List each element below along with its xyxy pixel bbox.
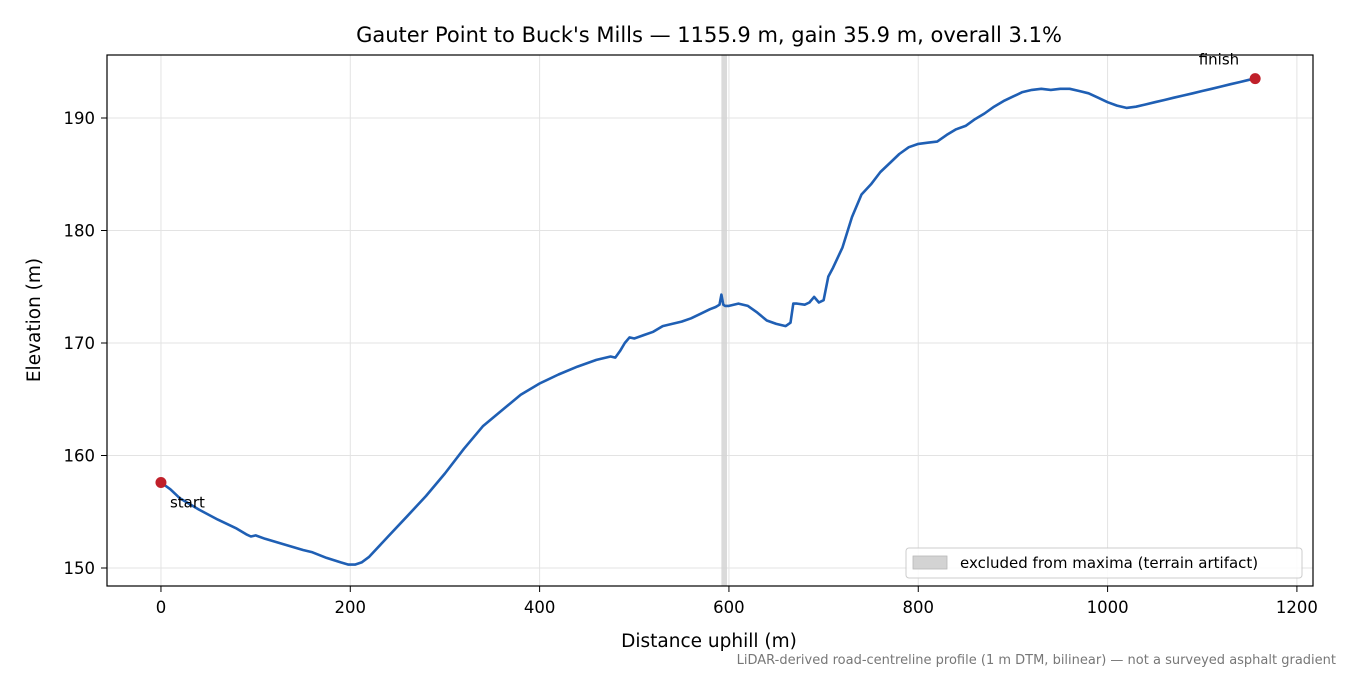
finish-marker bbox=[1249, 73, 1261, 85]
axis-ticks: 0 200 400 600 800 1000 1200 150 160 170 180 190 bbox=[64, 109, 1318, 617]
excluded-band bbox=[721, 55, 728, 586]
x-tick-label: 400 bbox=[524, 598, 556, 617]
elevation-line bbox=[159, 77, 1257, 566]
y-tick-label: 160 bbox=[64, 447, 96, 466]
footnote: LiDAR-derived road-centreline profile (1… bbox=[737, 653, 1336, 668]
y-tick-label: 170 bbox=[64, 334, 96, 353]
start-label: start bbox=[170, 494, 205, 512]
start-marker bbox=[155, 477, 167, 488]
x-tick-label: 600 bbox=[713, 598, 745, 617]
legend-box bbox=[905, 547, 1303, 579]
y-axis-label: Elevation (m) bbox=[24, 258, 45, 382]
finish-label: finish bbox=[1199, 51, 1239, 69]
legend-swatch bbox=[912, 555, 948, 570]
legend: excluded from maxima (terrain artifact) bbox=[905, 547, 1303, 579]
annotation-layer: start finish bbox=[155, 51, 1261, 512]
x-tick-label: 0 bbox=[156, 598, 167, 617]
y-tick-label: 190 bbox=[64, 109, 96, 128]
chart-title: Gauter Point to Buck's Mills — 1155.9 m,… bbox=[356, 23, 1062, 47]
x-axis-label: Distance uphill (m) bbox=[621, 631, 797, 652]
x-tick-label: 1200 bbox=[1276, 598, 1318, 617]
gridlines bbox=[107, 55, 1313, 586]
y-tick-label: 180 bbox=[64, 222, 96, 241]
y-tick-label: 150 bbox=[64, 559, 96, 578]
plot-frame bbox=[106, 54, 1314, 587]
series-layer bbox=[159, 77, 1257, 566]
x-tick-label: 1000 bbox=[1087, 598, 1129, 617]
legend-entry: excluded from maxima (terrain artifact) bbox=[960, 554, 1258, 572]
excluded-band-layer bbox=[721, 55, 728, 586]
x-tick-label: 800 bbox=[903, 598, 935, 617]
x-tick-label: 200 bbox=[335, 598, 367, 617]
